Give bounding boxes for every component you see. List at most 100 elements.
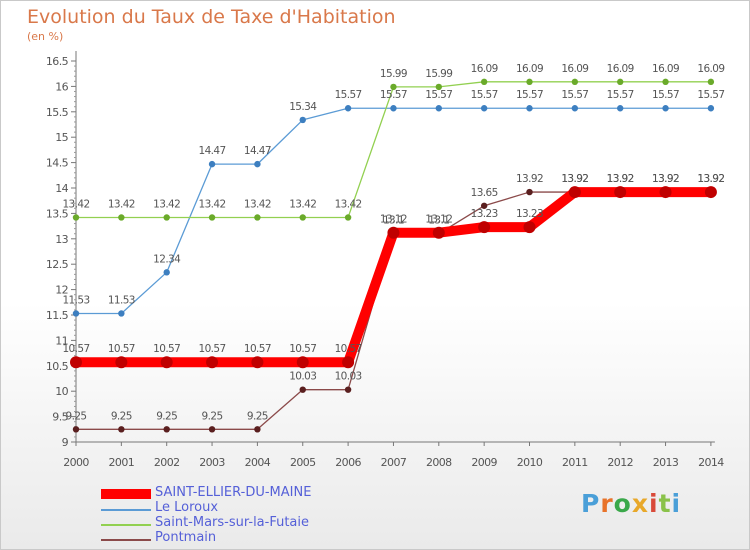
data-label: 10.57 (244, 343, 271, 355)
data-label: 15.57 (335, 89, 362, 101)
y-tick-label: 11 (55, 334, 68, 347)
y-tick-label: 15.5 (46, 106, 69, 119)
y-tick-label: 16 (55, 80, 68, 93)
legend: SAINT-ELLIER-DU-MAINE Le Loroux Saint-Ma… (101, 485, 431, 547)
data-point (480, 202, 488, 209)
data-point (344, 105, 352, 112)
data-point (254, 426, 261, 433)
y-tick-label: 16.5 (46, 55, 69, 68)
x-tick-label: 2010 (517, 456, 543, 469)
data-point (526, 188, 533, 196)
data-point (617, 105, 624, 112)
data-point (480, 78, 488, 86)
legend-item: Saint-Mars-sur-la-Futaie (101, 515, 431, 532)
data-point (299, 386, 306, 393)
logo-letter: r (600, 489, 614, 518)
x-tick-label: 2002 (154, 456, 180, 469)
legend-label: SAINT-ELLIER-DU-MAINE (155, 485, 312, 500)
data-label: 10.57 (335, 343, 362, 355)
logo-letter: x (631, 489, 649, 518)
x-tick-label: 2001 (109, 456, 135, 469)
y-tick-label: 10.5 (46, 360, 69, 373)
data-label: 9.25 (156, 410, 177, 422)
data-point (344, 386, 352, 393)
data-point (208, 214, 216, 221)
data-label: 15.57 (607, 89, 634, 101)
data-point (662, 105, 669, 112)
data-label: 16.09 (652, 63, 679, 75)
data-label: 16.09 (561, 63, 588, 75)
data-label: 13.92 (561, 173, 588, 185)
legend-item: Le Loroux (101, 500, 431, 517)
data-label: 13.92 (652, 173, 679, 185)
x-tick-label: 2008 (426, 456, 452, 469)
data-point (478, 221, 491, 234)
data-point (206, 356, 219, 369)
data-label: 13.92 (516, 173, 543, 185)
data-label: 9.25 (247, 410, 268, 422)
data-label: 10.57 (289, 343, 316, 355)
data-label: 16.09 (697, 63, 724, 75)
data-point (163, 214, 170, 221)
data-point (435, 105, 442, 112)
data-point (614, 186, 627, 199)
data-label: 15.99 (380, 68, 407, 80)
data-label: 13.92 (607, 173, 634, 185)
data-point (707, 105, 715, 112)
data-label: 10.03 (289, 371, 316, 383)
data-label: 9.25 (66, 410, 87, 422)
data-point (254, 160, 261, 168)
y-tick-label: 15 (55, 131, 68, 144)
legend-swatch (101, 524, 151, 526)
x-tick-label: 2000 (63, 456, 89, 469)
data-point (342, 356, 355, 369)
x-tick-label: 2004 (245, 456, 271, 469)
y-tick-label: 13.5 (46, 207, 69, 220)
series-line (75, 107, 712, 315)
data-label: 13.92 (561, 173, 588, 185)
data-label: 13.42 (199, 198, 226, 210)
data-label: 15.57 (380, 89, 407, 101)
x-tick-label: 2005 (290, 456, 316, 469)
legend-label: Le Loroux (155, 500, 219, 515)
y-tick-label: 9.5 (52, 411, 68, 424)
data-label: 12.34 (153, 253, 181, 265)
data-point (662, 78, 669, 86)
logo-letter: t (658, 489, 672, 518)
data-label: 13.65 (471, 187, 498, 199)
data-point (160, 356, 173, 369)
legend-swatch (101, 539, 151, 541)
data-point (480, 105, 488, 112)
data-point (254, 214, 261, 221)
data-point (296, 356, 309, 369)
data-label: 13.92 (697, 173, 724, 185)
data-point (526, 78, 533, 86)
data-label: 11.53 (108, 294, 135, 306)
chart-subtitle: (en %) (27, 30, 64, 43)
logo-letter: o (613, 489, 632, 518)
data-point (435, 83, 442, 91)
legend-label: Pontmain (155, 530, 217, 545)
data-label: 13.42 (108, 198, 135, 210)
chart-title: Evolution du Taux de Taxe d'Habitation (27, 6, 396, 28)
data-label: 10.57 (108, 343, 135, 355)
data-label: 14.47 (244, 145, 271, 157)
data-label: 10.57 (153, 343, 180, 355)
series-line (75, 81, 712, 219)
data-point (523, 221, 536, 234)
data-label: 15.99 (425, 68, 452, 80)
data-point (432, 226, 445, 239)
data-point (344, 214, 352, 221)
y-tick-label: 11.5 (46, 309, 69, 322)
data-label: 10.03 (335, 371, 362, 383)
y-tick-label: 12.5 (46, 258, 69, 271)
data-point (70, 356, 82, 369)
x-tick-label: 2014 (698, 456, 724, 469)
data-point (72, 426, 80, 433)
data-label: 10.57 (199, 343, 226, 355)
data-point (118, 310, 125, 317)
data-point (707, 78, 715, 86)
x-tick-label: 2013 (653, 456, 679, 469)
data-point (118, 214, 125, 221)
